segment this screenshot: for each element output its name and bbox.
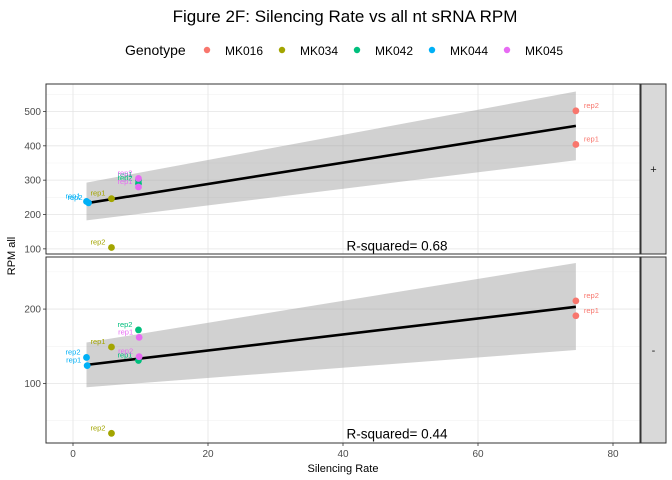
- r-squared-annotation: R-squared= 0.44: [347, 427, 448, 442]
- legend-label-mk044: MK044: [450, 44, 488, 58]
- point-label: rep1: [584, 306, 599, 315]
- data-point-mk034-rep2: [108, 429, 115, 437]
- x-tick-label: 20: [202, 449, 214, 460]
- data-point-mk016-rep2: [572, 107, 580, 115]
- panel-minus: rep2rep1rep1rep2rep2rep1rep2rep1rep1rep2…: [24, 256, 667, 444]
- point-label: rep2: [117, 174, 132, 183]
- data-point-mk044-rep2: [83, 354, 90, 361]
- x-axis-label: Silencing Rate: [308, 463, 379, 475]
- facet-panels: rep2rep1rep1rep2rep1rep2rep1rep2rep2rep1…: [24, 83, 667, 460]
- point-label: rep1: [117, 177, 132, 186]
- point-label: rep1: [117, 350, 132, 359]
- facet-strip-label: +: [650, 164, 656, 176]
- x-tick-label: 0: [70, 449, 76, 460]
- point-label: rep2: [90, 237, 105, 246]
- y-tick-label: 400: [24, 141, 41, 152]
- data-point-mk034-rep1: [108, 343, 115, 351]
- confidence-band: [86, 262, 576, 388]
- y-axis-label: RPM all: [6, 237, 18, 276]
- data-point-mk016-rep2: [572, 297, 580, 305]
- facet-strip-label: -: [652, 345, 656, 357]
- chart-title: Figure 2F: Silencing Rate vs all nt sRNA…: [173, 7, 518, 26]
- data-point-mk044-rep2: [85, 199, 92, 207]
- y-tick-label: 100: [24, 379, 41, 390]
- y-tick-label: 300: [24, 176, 41, 187]
- y-tick-label: 100: [24, 244, 41, 255]
- point-label: rep2: [65, 347, 80, 356]
- point-label: rep1: [118, 327, 133, 336]
- x-tick-label: 80: [607, 449, 619, 460]
- panel-plus: rep2rep1rep1rep2rep1rep2rep1rep2rep2rep1…: [24, 83, 667, 255]
- confidence-band: [86, 91, 576, 221]
- legend-label-mk042: MK042: [375, 44, 413, 58]
- data-point-mk042-rep2: [135, 326, 142, 334]
- legend-label-mk016: MK016: [225, 44, 263, 58]
- regression-line: [86, 305, 577, 367]
- legend-label-mk034: MK034: [300, 44, 338, 58]
- data-point-mk034-rep2: [108, 244, 115, 251]
- legend-key-mk042: [353, 46, 361, 54]
- facet-strip: [640, 83, 667, 255]
- point-label: rep2: [117, 320, 132, 329]
- point-label: rep1: [90, 189, 105, 198]
- facet-strip: [640, 256, 667, 444]
- point-label: rep1: [584, 134, 599, 143]
- data-point-mk045-rep1: [135, 333, 143, 341]
- regression-line: [86, 124, 577, 205]
- x-tick-label: 40: [337, 449, 349, 460]
- point-label: rep2: [584, 291, 599, 300]
- legend: Genotype MK016 MK034 MK042 MK044 MK045: [125, 42, 563, 58]
- y-tick-label: 200: [24, 210, 41, 221]
- point-label: rep1: [117, 170, 132, 179]
- r-squared-annotation: R-squared= 0.68: [347, 239, 448, 254]
- legend-key-mk016: [203, 46, 211, 54]
- point-label: rep2: [117, 168, 132, 177]
- legend-key-mk045: [503, 46, 511, 54]
- data-point-mk016-rep1: [572, 141, 580, 148]
- point-label: rep1: [65, 191, 80, 200]
- data-point-mk044-rep1: [83, 362, 91, 370]
- x-tick-label: 60: [472, 449, 484, 460]
- point-label: rep2: [118, 347, 133, 356]
- legend-key-mk034: [278, 46, 286, 54]
- legend-title: Genotype: [125, 42, 186, 58]
- legend-key-mk044: [428, 46, 436, 54]
- data-point-mk016-rep1: [572, 312, 580, 320]
- panel-border: [45, 83, 641, 255]
- point-label: rep1: [66, 356, 81, 365]
- data-point-mk045-rep1: [135, 183, 142, 191]
- point-label: rep2: [90, 423, 105, 432]
- y-tick-label: 200: [24, 305, 41, 316]
- legend-label-mk045: MK045: [525, 44, 563, 58]
- point-label: rep2: [584, 101, 599, 110]
- data-point-mk034-rep1: [108, 195, 115, 203]
- data-point-mk045-rep2: [135, 175, 142, 182]
- point-label: rep1: [90, 337, 105, 346]
- point-label: rep2: [68, 193, 83, 202]
- y-tick-label: 500: [24, 107, 41, 118]
- data-point-mk045-rep2: [135, 353, 143, 361]
